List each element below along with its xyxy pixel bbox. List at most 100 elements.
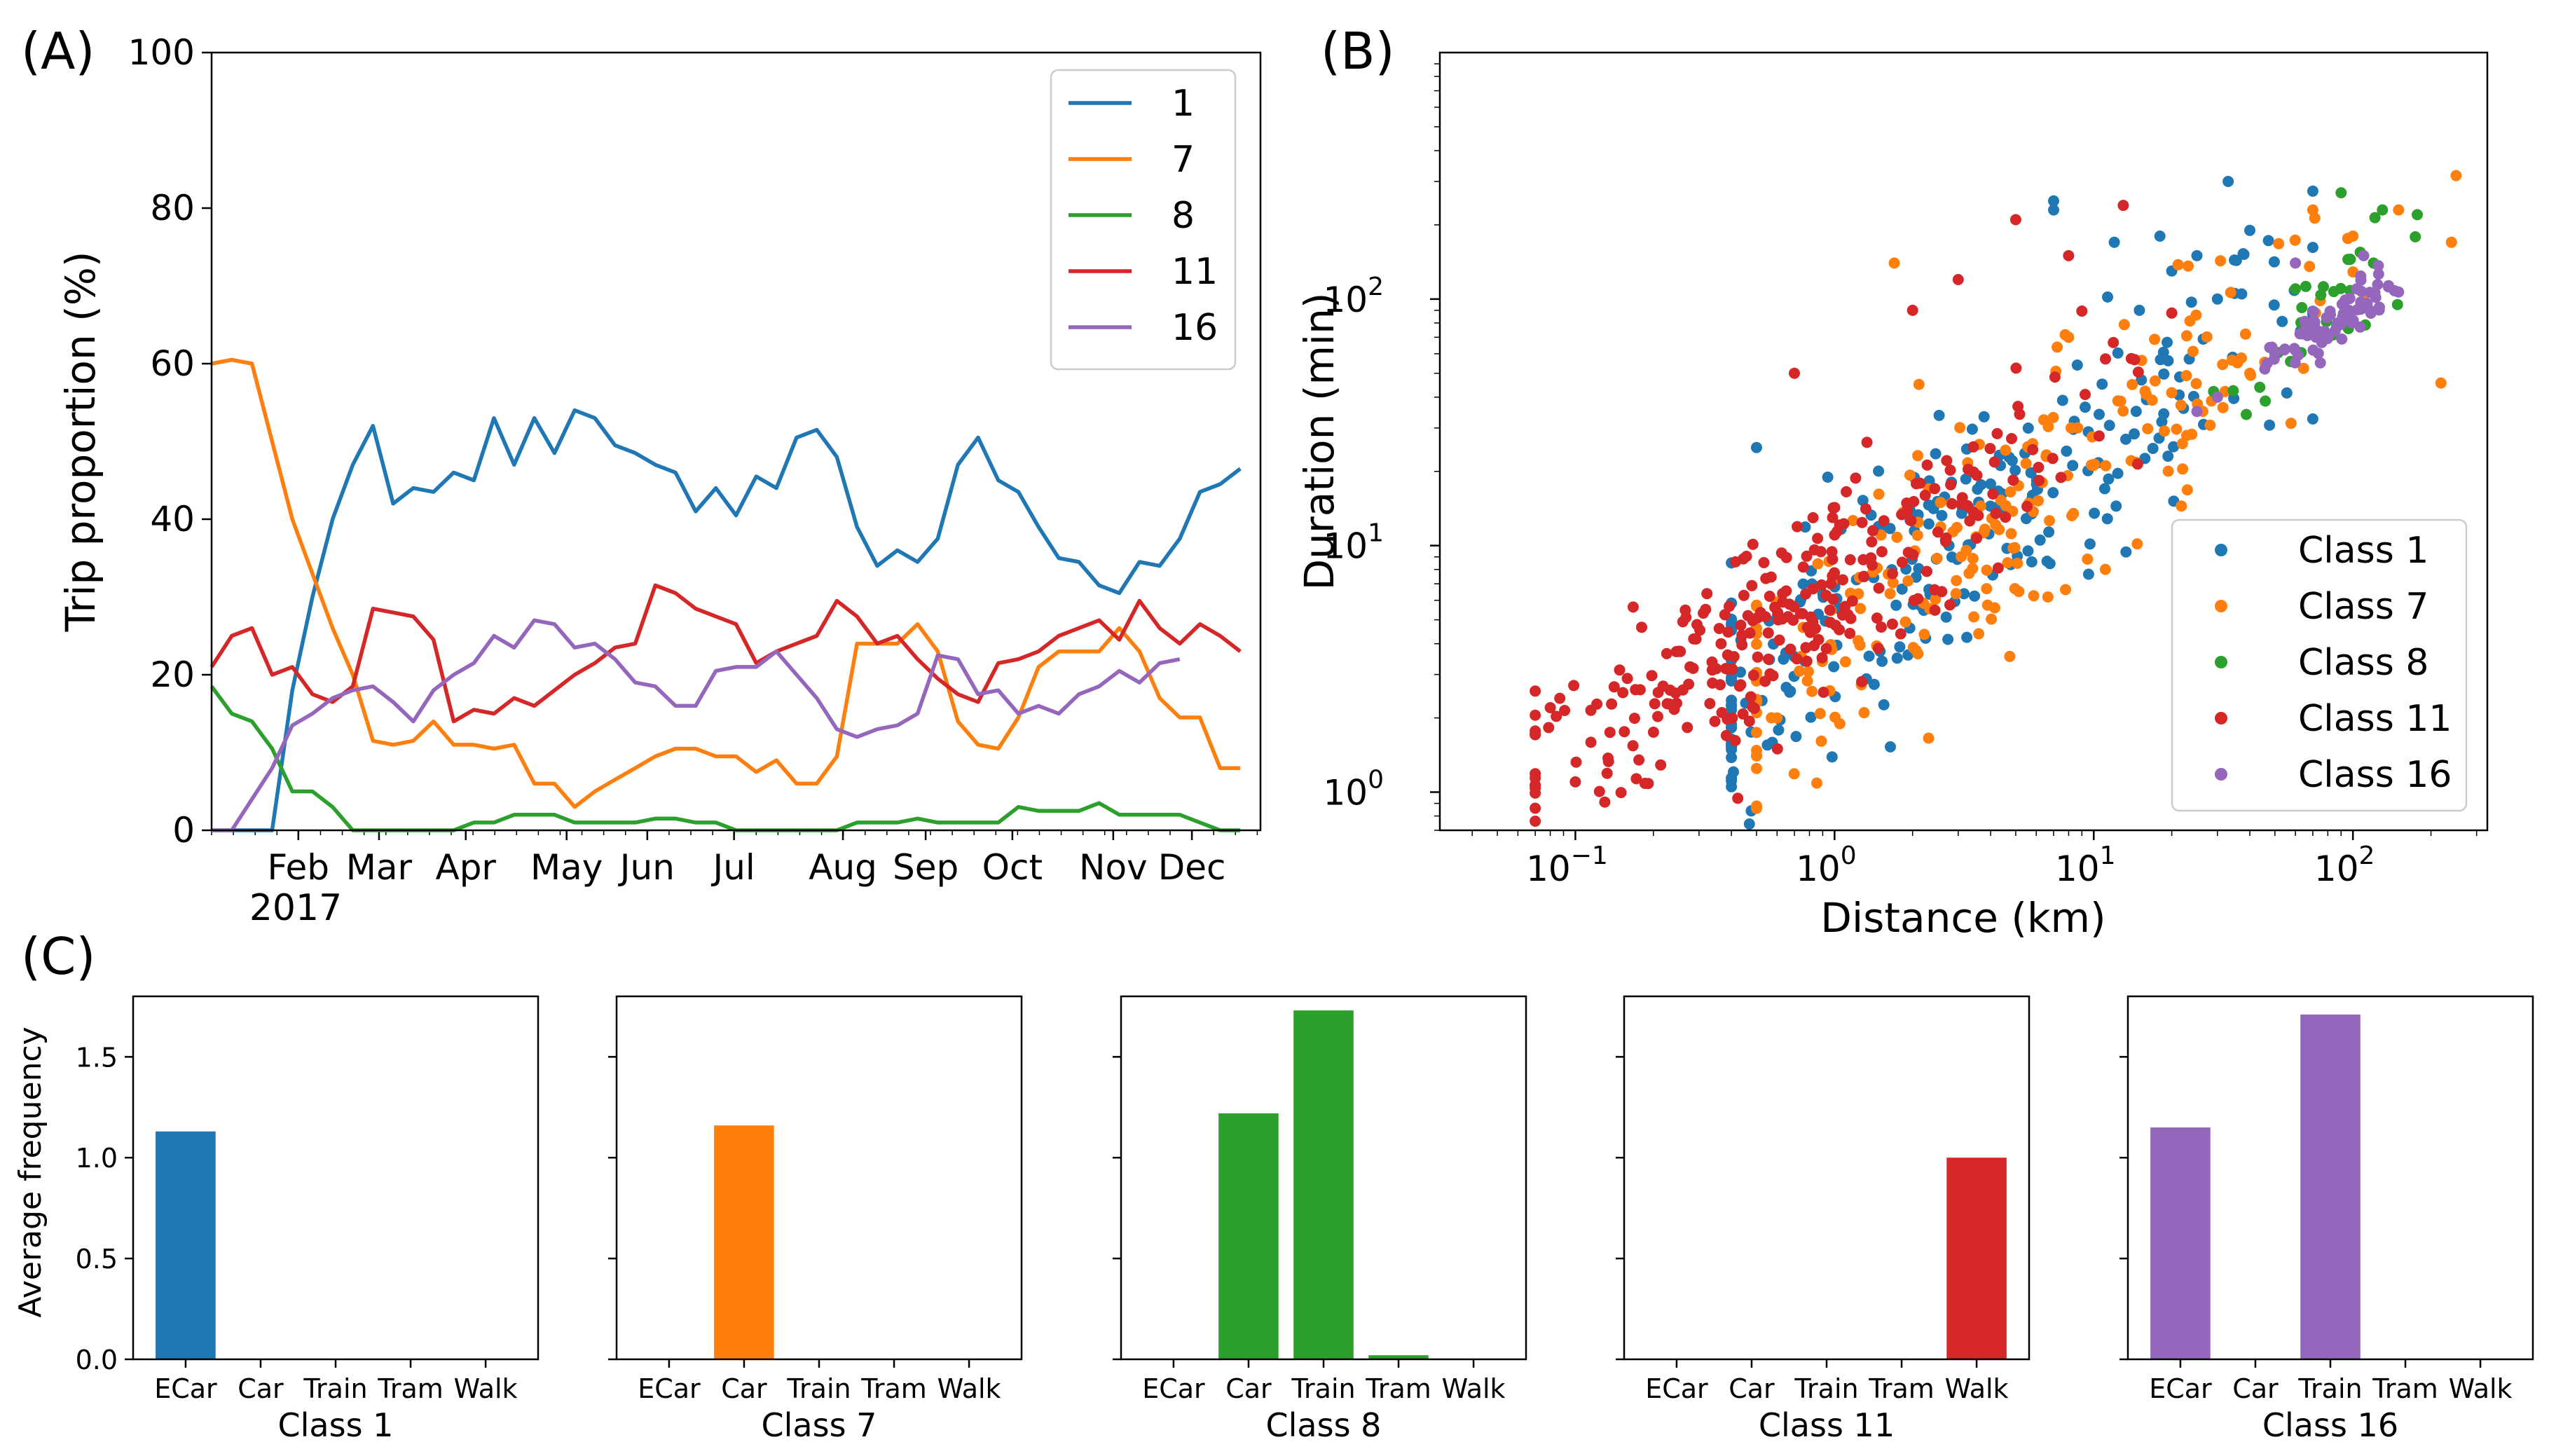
panel-b-point (1585, 704, 1597, 716)
panel-b-point (1797, 561, 1809, 573)
panel-b-point (2372, 268, 2384, 280)
panel-b-point (2089, 507, 2101, 519)
panel-b-point (1847, 515, 1859, 526)
panel-b-point (1888, 257, 1900, 269)
panel-b-legend-marker (2215, 712, 2227, 724)
panel-b-point (1617, 687, 1629, 699)
panel-b-point (1946, 498, 1958, 510)
panel-b-point (2259, 363, 2271, 375)
panel-b-point (1988, 456, 2000, 468)
panel-b-point (1743, 715, 1755, 727)
panel-b-point (1777, 588, 1789, 600)
panel-a-legend-label: 7 (1172, 139, 1195, 181)
panel-b-point (2254, 381, 2266, 393)
panel-b-point (1627, 601, 1639, 613)
panel-b-point (1737, 708, 1749, 720)
panel-b-point (1820, 643, 1832, 654)
panel-b-point (2339, 294, 2351, 306)
panel-b-point (1967, 553, 1979, 565)
panel-b-point (2101, 513, 2113, 525)
panel-b-point (1973, 628, 1985, 640)
panel-b-point (1745, 691, 1757, 703)
panel-b-point (2043, 526, 2055, 538)
panel-b-point (1530, 802, 1541, 814)
panel-b-point (1967, 506, 1979, 518)
panel-b-legend-marker (2215, 544, 2227, 556)
panel-b-point (1971, 533, 1983, 544)
panel-b-point (2168, 441, 2180, 453)
panel-b-legend-box (2171, 518, 2468, 812)
panel-b-point (1857, 554, 1869, 565)
panel-b-point (1647, 727, 1659, 738)
panel-b-point (1722, 649, 1733, 661)
panel-b-point (1800, 588, 1812, 600)
panel-label-c: (C) (21, 927, 95, 986)
panel-b-point (2076, 305, 2088, 317)
panel-c-y-tick-label: 0.0 (76, 1345, 118, 1375)
panel-b-point (1836, 609, 1848, 621)
panel-b-point (2042, 591, 2054, 603)
panel-b-point (2300, 280, 2311, 292)
panel-b-point (1891, 652, 1903, 664)
panel-b-point (1794, 665, 1806, 677)
panel-b-point (1530, 816, 1541, 827)
panel-b-point (2162, 336, 2173, 348)
panel-b-point (2158, 368, 2170, 380)
panel-b-point (2080, 401, 2091, 413)
panel-b-point (1951, 521, 1963, 533)
panel-b-point (2314, 357, 2326, 369)
panel-b-point (2450, 170, 2462, 181)
panel-b-point (1921, 459, 1933, 471)
panel-b-point (2022, 545, 2034, 557)
panel-b-y-tick-label: 100 (1323, 766, 1384, 813)
panel-b-legend-label: Class 1 (2298, 530, 2428, 572)
panel-a-legend-label: 11 (1172, 251, 1218, 293)
panel-b-point (1732, 792, 1744, 804)
panel-b-point (2082, 554, 2094, 565)
panel-b-point (1921, 565, 1932, 577)
panel-a-series-line-11 (209, 583, 1242, 724)
panel-b-point (2063, 249, 2075, 261)
panel-b-point (2382, 281, 2394, 293)
panel-b-point (1813, 633, 1825, 645)
panel-b-point (1530, 685, 1541, 697)
panel-b-point (1568, 680, 1580, 692)
panel-b-point (2238, 249, 2250, 260)
panel-c-category-label: Car (721, 1373, 767, 1404)
panel-a-legend-label: 16 (1172, 307, 1218, 349)
panel-b-point (1752, 651, 1764, 663)
panel-b-point (1857, 570, 1869, 582)
panel-b-point (1861, 437, 1873, 448)
panel-b-point (2377, 204, 2389, 216)
panel-a-x-tick-label: Feb (268, 847, 330, 888)
panel-b-point (1961, 631, 1973, 643)
panel-b-point (1932, 526, 1944, 538)
panel-b-point (1799, 521, 1811, 533)
panel-b-point (1875, 529, 1887, 541)
panel-b-point (2183, 260, 2194, 272)
panel-b-point (2358, 249, 2370, 261)
panel-c-category-label: Car (238, 1373, 284, 1404)
panel-c-subplot-8: ECar Car Train Tram Walk Class 8 (1113, 995, 1527, 1444)
panel-b-x-axis-label: Distance (km) (1820, 894, 2105, 942)
panel-b-point (1829, 502, 1841, 514)
panel-b-point (2365, 308, 2377, 319)
panel-b-point (2268, 299, 2280, 311)
panel-b-point (2147, 443, 2159, 454)
panel-b-point (1716, 707, 1728, 718)
panel-b-point (2181, 484, 2193, 496)
panel-b-point (1803, 666, 1814, 678)
panel-b-point (2004, 650, 2016, 662)
panel-b-point (1876, 621, 1887, 633)
panel-c-axes-frame (132, 995, 540, 1361)
panel-b-point (2335, 282, 2347, 294)
panel-b-point (1736, 639, 1748, 651)
panel-b-point (1704, 698, 1716, 710)
panel-b-point (2067, 460, 2079, 472)
panel-b-point (2166, 387, 2178, 399)
panel-b-point (1797, 578, 1809, 590)
panel-b-point (1872, 643, 1884, 654)
panel-c-category-label: Train (1291, 1373, 1355, 1404)
panel-b-point (2369, 212, 2381, 224)
panel-b-point (2110, 500, 2122, 512)
